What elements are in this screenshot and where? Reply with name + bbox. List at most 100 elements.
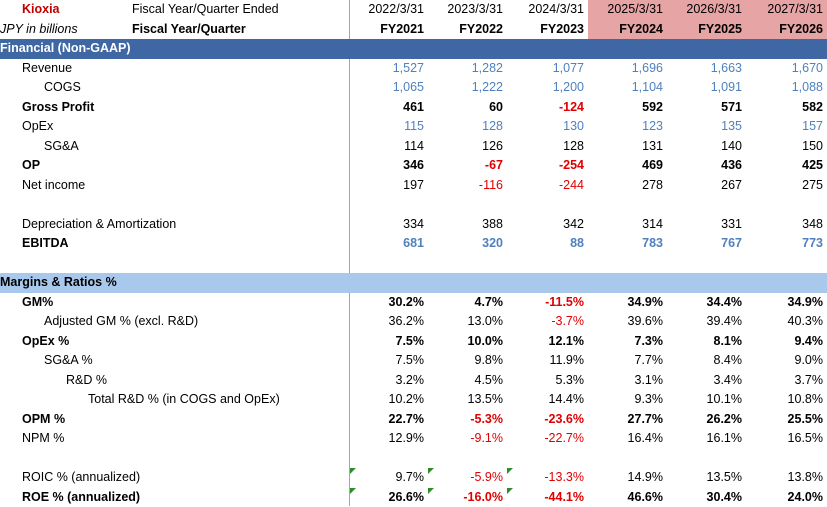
value-cell[interactable]: 7.7% xyxy=(588,351,667,371)
row-label[interactable]: OpEx xyxy=(0,117,348,137)
value-cell[interactable]: 22.7% xyxy=(350,410,428,430)
header-year[interactable]: FY2026 xyxy=(746,20,827,40)
value-cell[interactable]: -116 xyxy=(428,176,507,196)
value-cell[interactable] xyxy=(350,254,428,274)
value-cell[interactable]: 115 xyxy=(350,117,428,137)
value-cell[interactable]: 1,065 xyxy=(350,78,428,98)
header-date[interactable]: 2023/3/31 xyxy=(428,0,507,20)
value-cell[interactable]: 34.9% xyxy=(588,293,667,313)
row-label[interactable]: Depreciation & Amortization xyxy=(0,215,348,235)
row-label[interactable]: NPM % xyxy=(0,429,348,449)
value-cell[interactable]: 334 xyxy=(350,215,428,235)
header-date[interactable]: 2026/3/31 xyxy=(667,0,746,20)
header-date[interactable]: 2025/3/31 xyxy=(588,0,667,20)
value-cell[interactable]: 140 xyxy=(667,137,746,157)
value-cell[interactable]: -9.1% xyxy=(428,429,507,449)
header-date[interactable]: 2024/3/31 xyxy=(507,0,588,20)
value-cell[interactable]: 278 xyxy=(588,176,667,196)
value-cell[interactable]: -23.6% xyxy=(507,410,588,430)
header-year[interactable]: FY2025 xyxy=(667,20,746,40)
value-cell[interactable]: 39.4% xyxy=(667,312,746,332)
value-cell[interactable]: 3.7% xyxy=(746,371,827,391)
row-label[interactable]: COGS xyxy=(0,78,348,98)
value-cell[interactable]: 1,222 xyxy=(428,78,507,98)
row-label[interactable]: GM% xyxy=(0,293,348,313)
value-cell[interactable]: 331 xyxy=(667,215,746,235)
value-cell[interactable] xyxy=(428,195,507,215)
value-cell[interactable]: 131 xyxy=(588,137,667,157)
value-cell[interactable]: 436 xyxy=(667,156,746,176)
value-cell[interactable] xyxy=(507,254,588,274)
value-cell[interactable]: 14.9% xyxy=(588,468,667,488)
value-cell[interactable]: 10.2% xyxy=(350,390,428,410)
value-cell[interactable]: 681 xyxy=(350,234,428,254)
value-cell[interactable] xyxy=(507,195,588,215)
value-cell[interactable]: 1,282 xyxy=(428,59,507,79)
value-cell[interactable]: 1,077 xyxy=(507,59,588,79)
value-cell[interactable]: 40.3% xyxy=(746,312,827,332)
value-cell[interactable]: 128 xyxy=(428,117,507,137)
value-cell[interactable]: 26.2% xyxy=(667,410,746,430)
value-cell[interactable]: 12.1% xyxy=(507,332,588,352)
value-cell[interactable]: 126 xyxy=(428,137,507,157)
fy-label[interactable]: Fiscal Year/Quarter xyxy=(132,20,246,40)
value-cell[interactable]: 12.9% xyxy=(350,429,428,449)
value-cell[interactable]: 13.8% xyxy=(746,468,827,488)
value-cell[interactable]: 114 xyxy=(350,137,428,157)
row-label[interactable]: Total R&D % (in COGS and OpEx) xyxy=(0,390,348,410)
row-label[interactable]: OpEx % xyxy=(0,332,348,352)
value-cell[interactable]: 1,670 xyxy=(746,59,827,79)
value-cell[interactable]: 425 xyxy=(746,156,827,176)
value-cell[interactable]: 8.1% xyxy=(667,332,746,352)
row-label[interactable]: SG&A % xyxy=(0,351,348,371)
value-cell[interactable]: 1,696 xyxy=(588,59,667,79)
value-cell[interactable]: 388 xyxy=(428,215,507,235)
value-cell[interactable]: 267 xyxy=(667,176,746,196)
value-cell[interactable]: 3.1% xyxy=(588,371,667,391)
value-cell[interactable]: 320 xyxy=(428,234,507,254)
value-cell[interactable]: -67 xyxy=(428,156,507,176)
value-cell[interactable]: 39.6% xyxy=(588,312,667,332)
value-cell[interactable] xyxy=(667,254,746,274)
value-cell[interactable] xyxy=(428,449,507,469)
row-label[interactable] xyxy=(0,449,348,469)
row-label[interactable]: OPM % xyxy=(0,410,348,430)
value-cell[interactable]: 150 xyxy=(746,137,827,157)
value-cell[interactable]: 773 xyxy=(746,234,827,254)
row-label[interactable]: ROIC % (annualized) xyxy=(0,468,348,488)
value-cell[interactable]: 197 xyxy=(350,176,428,196)
value-cell[interactable] xyxy=(507,449,588,469)
value-cell[interactable]: 9.7% xyxy=(350,468,428,488)
value-cell[interactable] xyxy=(588,449,667,469)
value-cell[interactable]: -254 xyxy=(507,156,588,176)
row-label[interactable]: ROE % (annualized) xyxy=(0,488,348,507)
value-cell[interactable]: 123 xyxy=(588,117,667,137)
header-year[interactable]: FY2022 xyxy=(428,20,507,40)
value-cell[interactable]: -5.3% xyxy=(428,410,507,430)
value-cell[interactable]: 10.1% xyxy=(667,390,746,410)
value-cell[interactable]: 26.6% xyxy=(350,488,428,507)
value-cell[interactable]: 275 xyxy=(746,176,827,196)
value-cell[interactable] xyxy=(746,449,827,469)
value-cell[interactable]: -244 xyxy=(507,176,588,196)
value-cell[interactable] xyxy=(667,449,746,469)
value-cell[interactable]: 1,200 xyxy=(507,78,588,98)
value-cell[interactable]: -22.7% xyxy=(507,429,588,449)
value-cell[interactable]: 135 xyxy=(667,117,746,137)
value-cell[interactable]: 7.3% xyxy=(588,332,667,352)
value-cell[interactable] xyxy=(350,195,428,215)
value-cell[interactable]: 3.2% xyxy=(350,371,428,391)
value-cell[interactable]: 27.7% xyxy=(588,410,667,430)
value-cell[interactable]: 7.5% xyxy=(350,351,428,371)
row-label[interactable]: SG&A xyxy=(0,137,348,157)
value-cell[interactable]: 34.4% xyxy=(667,293,746,313)
header-year[interactable]: FY2024 xyxy=(588,20,667,40)
value-cell[interactable]: 11.9% xyxy=(507,351,588,371)
value-cell[interactable]: 1,663 xyxy=(667,59,746,79)
value-cell[interactable]: 16.1% xyxy=(667,429,746,449)
value-cell[interactable] xyxy=(667,195,746,215)
value-cell[interactable]: 4.5% xyxy=(428,371,507,391)
row-label[interactable]: EBITDA xyxy=(0,234,348,254)
header-year[interactable]: FY2023 xyxy=(507,20,588,40)
section-title[interactable]: Financial (Non-GAAP) xyxy=(0,39,348,59)
